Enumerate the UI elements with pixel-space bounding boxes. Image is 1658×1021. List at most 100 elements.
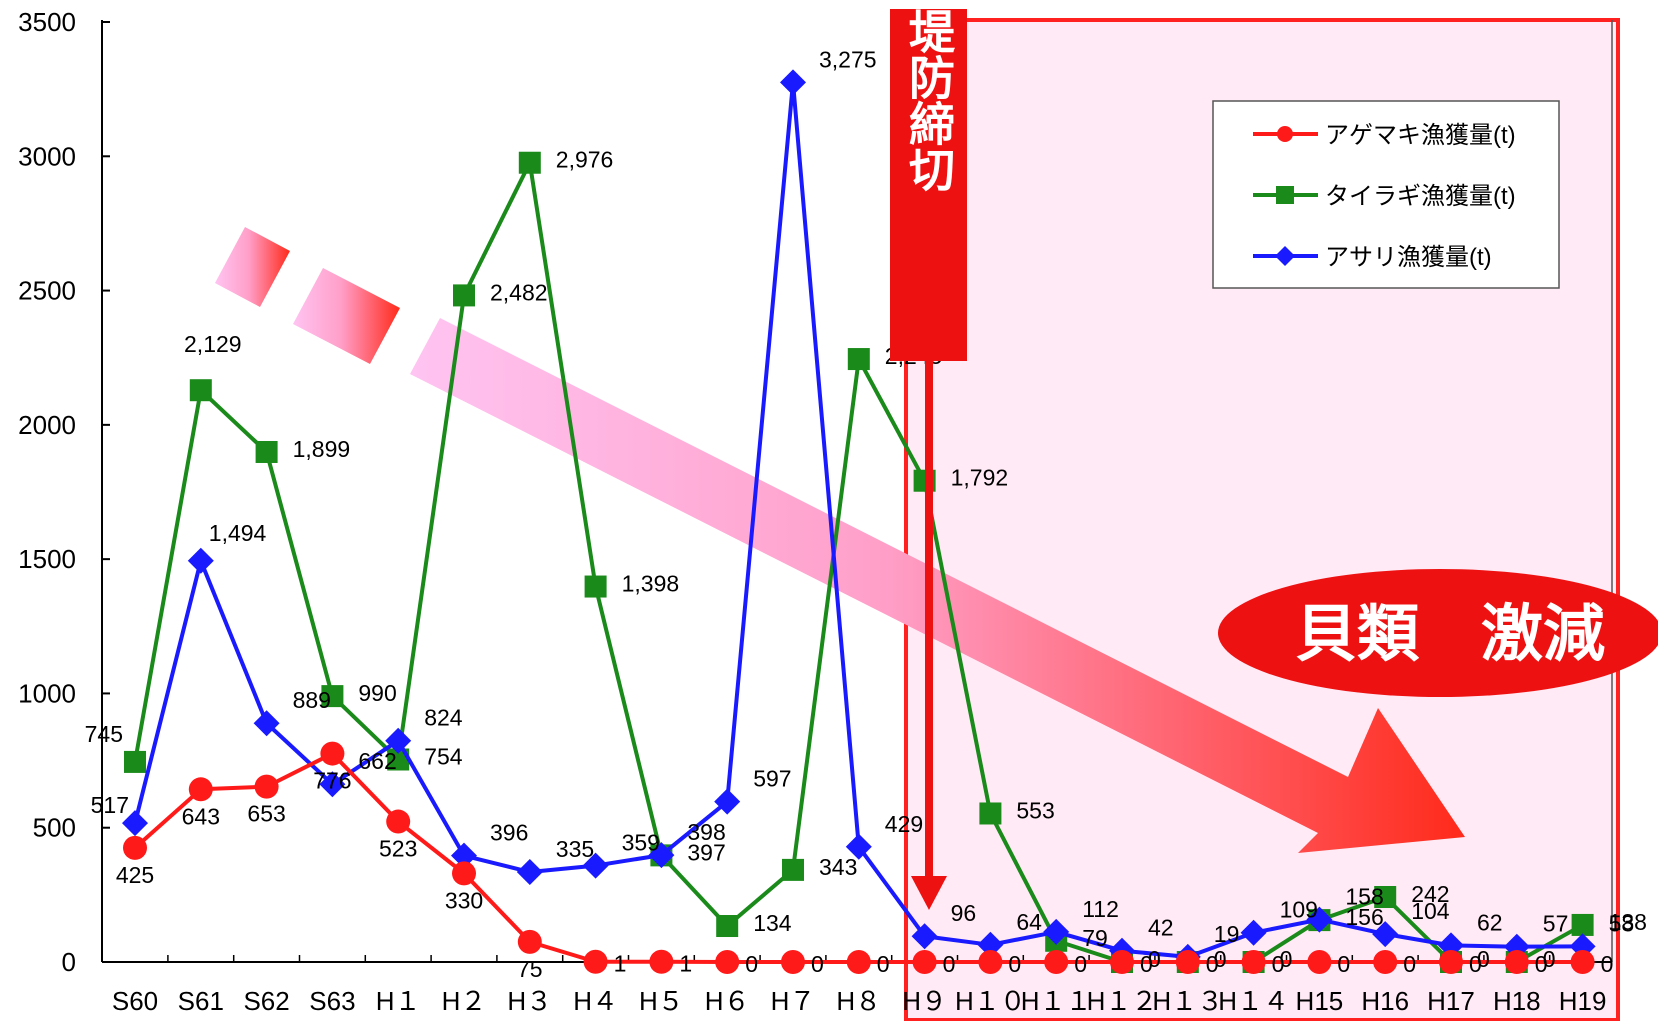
data-label: 0 — [877, 951, 890, 977]
data-label: 553 — [1016, 797, 1054, 823]
x-tick-label: H８ — [836, 986, 881, 1016]
point-asari — [451, 842, 477, 869]
data-label: 138 — [1609, 909, 1647, 935]
data-label: 398 — [687, 819, 725, 845]
point-tairagi — [453, 284, 475, 307]
point-asari — [253, 710, 280, 737]
x-tick-label: H１ — [376, 986, 421, 1016]
data-label: 158 — [1345, 884, 1383, 910]
legend-label-asari: アサリ漁獲量(t) — [1325, 244, 1492, 271]
point-agemaki — [1044, 950, 1069, 974]
point-asari — [648, 842, 675, 869]
legend-marker-agemaki — [1277, 126, 1293, 142]
data-label: 19 — [1214, 921, 1240, 947]
data-label: 745 — [85, 721, 123, 747]
x-tick-label: H１２ — [1087, 986, 1158, 1016]
data-label: 0 — [1601, 951, 1614, 977]
data-label: 396 — [490, 820, 528, 846]
point-asari — [516, 859, 543, 886]
data-label: 112 — [1082, 896, 1119, 922]
data-label: 889 — [293, 687, 331, 713]
x-tick-label: H17 — [1427, 986, 1475, 1016]
data-label: 134 — [753, 910, 792, 936]
data-label: 1,398 — [622, 571, 680, 597]
point-asari — [977, 931, 1004, 958]
data-label: 425 — [116, 862, 154, 888]
data-label: 397 — [687, 839, 725, 865]
closure-banner — [890, 9, 967, 361]
data-label: 2,129 — [184, 331, 242, 357]
x-tick-label: H18 — [1493, 986, 1541, 1016]
arrow-body — [410, 318, 1465, 853]
point-asari — [1043, 918, 1070, 945]
x-tick-label: S62 — [243, 986, 289, 1016]
data-label: 1,494 — [209, 520, 267, 546]
data-label: 1 — [614, 951, 627, 977]
x-tick-label: H５ — [639, 986, 684, 1016]
point-tairagi — [1571, 913, 1594, 936]
point-agemaki — [452, 861, 476, 886]
point-agemaki — [912, 950, 937, 974]
data-label: 57 — [1543, 911, 1569, 937]
x-tick-label: H７ — [771, 986, 816, 1016]
point-tairagi — [124, 750, 146, 773]
closure-text: 諫早堤防締切 — [903, 0, 955, 192]
data-label: 58 — [1609, 910, 1635, 936]
data-label: 359 — [622, 830, 660, 856]
data-label: 990 — [358, 680, 396, 706]
y-tick-label: 3000 — [18, 141, 76, 171]
point-agemaki — [715, 950, 740, 974]
point-asari — [1306, 906, 1333, 933]
legend-label-agemaki: アゲマキ漁獲量(t) — [1325, 122, 1516, 149]
data-label: 1 — [679, 951, 692, 977]
data-label: 242 — [1411, 881, 1449, 907]
data-label: 0 — [1272, 951, 1285, 977]
point-asari — [780, 69, 806, 96]
point-agemaki — [386, 809, 411, 834]
data-label: 0 — [1469, 951, 1482, 977]
point-agemaki — [517, 929, 542, 954]
data-label: 653 — [247, 801, 285, 827]
data-label: 156 — [1345, 904, 1383, 930]
point-asari — [714, 788, 741, 815]
point-tairagi — [716, 915, 739, 938]
x-tick-label: S61 — [178, 986, 224, 1016]
data-label: 776 — [313, 768, 351, 794]
data-label: 824 — [424, 705, 463, 731]
decline-arrow — [215, 227, 1465, 853]
y-tick-label: 2000 — [18, 410, 76, 440]
data-label: 104 — [1411, 898, 1450, 924]
legend: アゲマキ漁獲量(t) タイラギ漁獲量(t) アサリ漁獲量(t) — [1212, 100, 1560, 289]
point-agemaki — [1110, 950, 1134, 974]
data-label: 75 — [517, 956, 543, 982]
data-label: 0 — [1535, 951, 1548, 977]
point-tairagi — [518, 151, 541, 174]
point-asari — [319, 771, 346, 798]
x-tick-label: S60 — [112, 986, 158, 1016]
point-agemaki — [649, 949, 674, 974]
decline-annotation: 貝類 激減 — [1218, 569, 1658, 697]
point-tairagi — [979, 802, 1002, 825]
data-label: 64 — [1016, 909, 1042, 935]
point-asari — [911, 923, 938, 950]
data-label: 643 — [182, 803, 220, 829]
point-agemaki — [1570, 950, 1595, 974]
x-tick-label: H９ — [902, 986, 947, 1016]
data-label: 0 — [1477, 946, 1490, 972]
point-tairagi — [847, 348, 870, 371]
point-agemaki — [1241, 950, 1266, 974]
legend-marker-tairagi — [1276, 186, 1294, 204]
data-label: 3,275 — [819, 46, 877, 72]
point-agemaki — [781, 950, 805, 974]
point-agemaki — [123, 835, 147, 860]
y-ticks: 0 500 1000 1500 2000 2500 3000 3500 — [18, 7, 110, 977]
point-tairagi — [255, 440, 278, 463]
data-label: 429 — [885, 811, 923, 837]
data-label: 754 — [424, 743, 463, 769]
x-ticks: S60 S61 S62 S63 H１ H２ H３ H４ H５ H６ H７ H８ H９ H１０H１１H１２H… — [101, 955, 1606, 1016]
x-tick-label: H15 — [1296, 986, 1344, 1016]
x-tick-label: H４ — [573, 986, 618, 1016]
point-asari — [582, 852, 609, 879]
point-tairagi — [584, 575, 607, 598]
closure-arrow-head — [911, 876, 947, 910]
